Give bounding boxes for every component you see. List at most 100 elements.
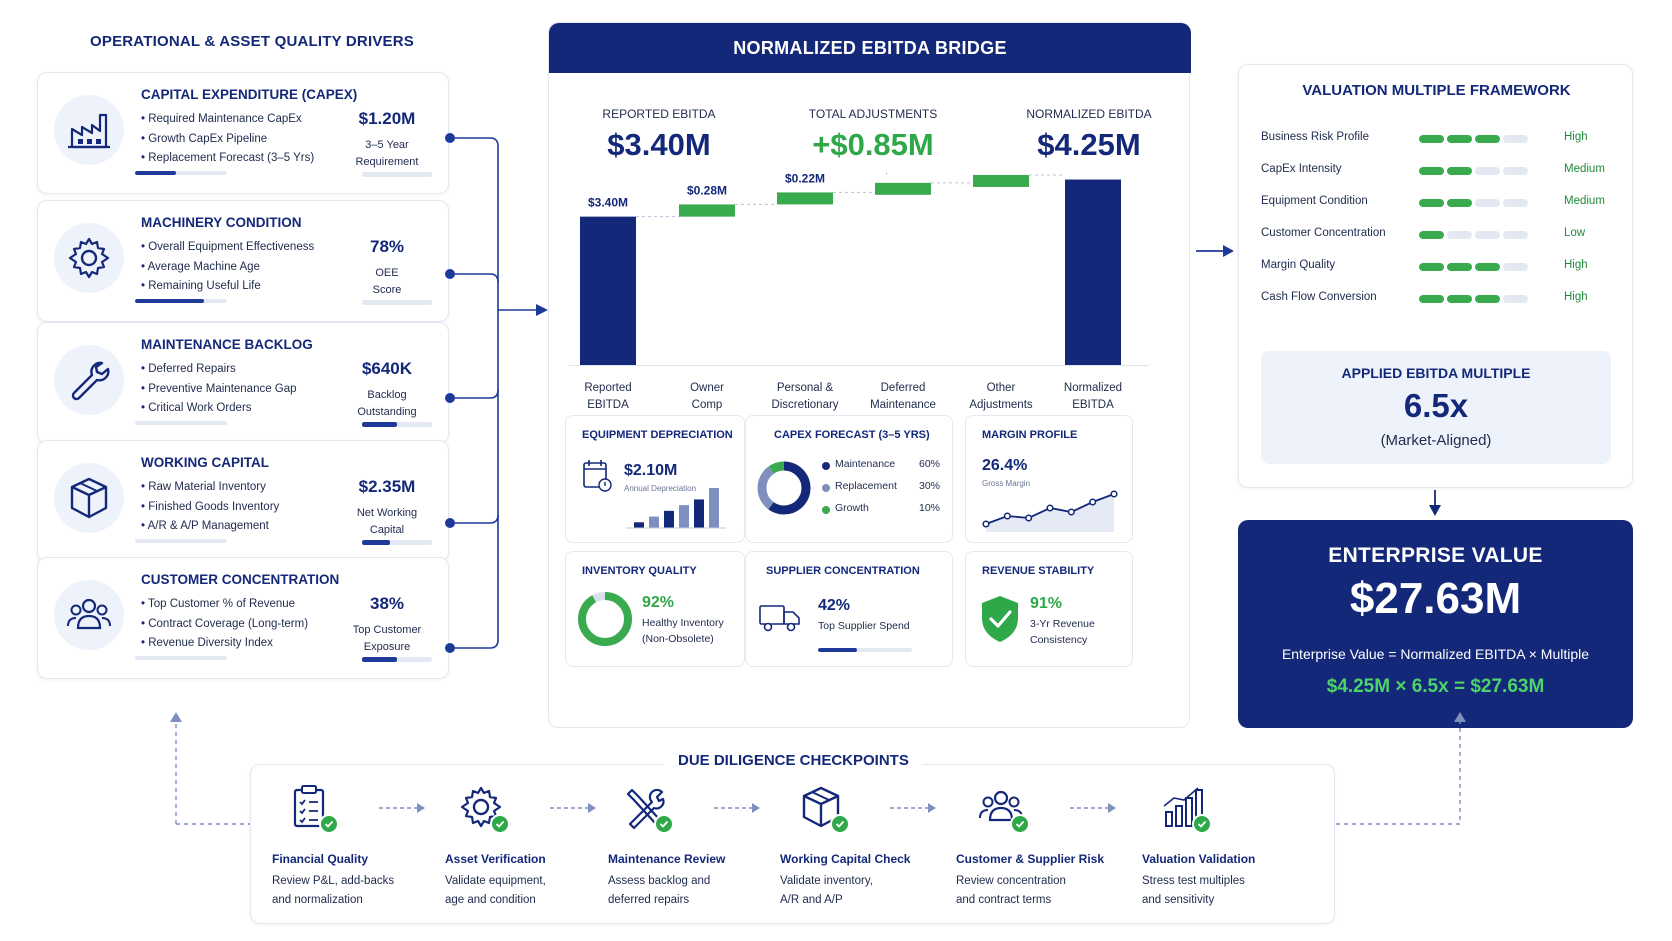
shield-check-icon [982,596,1018,642]
valuation-score-segment [1447,199,1472,207]
supplier-title: SUPPLIER CONCENTRATION [766,565,920,577]
valuation-row-label: Margin Quality [1261,259,1336,271]
truck-icon [759,605,800,632]
driver-caption-line: Outstanding [357,406,417,418]
driver-value-caption: 3–5 Year Requirement [342,137,432,171]
valuation-row-label: Customer Concentration [1261,227,1386,239]
driver-title: CUSTOMER CONCENTRATION [141,572,340,587]
driver-title: MAINTENANCE BACKLOG [141,337,313,352]
margin-point [1025,514,1033,522]
dd-step-desc: Stress test multiples [1142,875,1245,887]
valuation-score-segment [1447,135,1472,143]
depreciation-bars [626,488,726,529]
driver-caption-line: Net Working [356,507,418,519]
dd-step-desc: Review P&L, add-backs [272,875,395,887]
driver-value-progress [362,422,432,427]
valuation-score-segment [1503,231,1528,239]
dd-step-desc: and contract terms [956,894,1052,906]
equip-value: $2.10M [624,462,678,479]
ev-calc: $4.25M × 6.5x = $27.63M [1326,676,1545,697]
valuation-score-segment [1419,295,1444,303]
waterfall-value-label: $0.18M [883,173,923,176]
capex-legend-dot [822,484,830,492]
dd-step-title: Working Capital Check [780,852,911,866]
valuation-score-segment [1447,295,1472,303]
clipboard-icon [287,784,339,834]
waterfall-chart: $3.40M Reported EBITDA $0.28M Owner Comp $0.22… [569,173,1149,411]
capex-donut-slice [757,461,811,515]
depreciation-bar [634,522,644,528]
gear-icon [458,784,510,834]
dd-step-desc: Review concentration [956,875,1066,887]
ev-value: $27.63M [1349,574,1522,623]
applied-multiple-box: APPLIED EBITDA MULTIPLE 6.5x (Market-Ali… [1261,351,1611,464]
capex-legend-name: Replacement [835,480,897,492]
dd-title: DUE DILIGENCE CHECKPOINTS [664,752,923,769]
ev-title: ENTERPRISE VALUE [1328,544,1543,567]
valuation-score-segment [1503,199,1528,207]
dd-step-title: Valuation Validation [1142,852,1256,866]
driver-caption-line: Score [372,284,402,296]
valuation-row-level: Medium [1564,195,1605,207]
depreciation-bar [649,516,659,528]
driver-connectors [445,133,548,653]
driver-value: 38% [369,594,405,613]
dd-connectors [170,712,1466,825]
driver-value-progress [362,540,432,545]
waterfall-category-label: Maintenance [870,399,936,411]
driver-caption-line: Top Customer [352,624,422,636]
dd-step-desc: Validate equipment, [445,875,546,887]
valuation-row-level: High [1564,291,1588,303]
capex-legend-row: Replacement 30% [822,480,942,502]
dd-step-desc: age and condition [445,894,536,906]
waterfall-category-label: Owner [690,382,724,394]
driver-caption-line: Exposure [363,641,411,653]
kpi-reported-value: $3.40M [607,127,711,162]
driver-caption-line: OEE [375,267,399,279]
capex-legend-row: Maintenance 60% [822,458,942,480]
kpi-adjustments-value: +$0.85M [812,127,934,162]
kpi-adjustments-label: TOTAL ADJUSTMENTS [808,107,938,121]
valuation-row-level: Medium [1564,163,1605,175]
driver-value-caption: Top Customer Exposure [342,622,432,656]
driver-caption-line: Backlog [367,389,407,401]
driver-progress-track [135,421,227,425]
driver-value: $640K [361,359,413,378]
check-icon [1192,814,1212,834]
valuation-score-segment [1503,263,1528,271]
ev-formula: Enterprise Value = Normalized EBITDA × M… [1281,646,1590,662]
waterfall-value-label: $0.28M [687,183,727,197]
margin-title: MARGIN PROFILE [982,429,1078,441]
valuation-score-segment [1503,135,1528,143]
dd-step-arrow [890,803,936,813]
box-icon [54,463,124,533]
capex-legend-dot [822,506,830,514]
driver-value: $1.20M [358,109,416,128]
tools-icon [622,784,674,834]
valuation-score-segment [1475,135,1500,143]
driver-progress-track [135,656,227,660]
valuation-row-label: Equipment Condition [1261,195,1368,207]
dd-step-title: Asset Verification [445,852,546,866]
driver-bullet: Finished Goods Inventory [148,500,280,513]
waterfall-category-label: Comp [692,399,723,411]
driver-title: CAPITAL EXPENDITURE (CAPEX) [141,87,358,102]
waterfall-category-label: Personal & [777,382,834,394]
driver-value-caption: Backlog Outstanding [342,387,432,421]
driver-bullet: Required Maintenance CapEx [148,113,302,125]
driver-card: CUSTOMER CONCENTRATION Top Customer % of … [37,557,449,679]
driver-bullet: A/R & A/P Management [147,520,269,532]
revenue-stability-card: REVENUE STABILITY 91% 3-Yr Revenue Consi… [965,551,1133,667]
supplier-concentration-card: SUPPLIER CONCENTRATION 42% Top Supplier … [745,551,953,667]
driver-bullets: Deferred Repairs Preventive Maintenance G… [141,360,296,419]
depreciation-bar [664,510,674,528]
driver-card: MACHINERY CONDITION Overall Equipment Eff… [37,200,449,322]
calendar-icon [583,460,612,492]
valuation-row-label: CapEx Intensity [1261,163,1342,175]
margin-point [1067,508,1075,516]
valuation-score-segment [1419,263,1444,271]
capex-legend-dot [822,462,830,470]
waterfall-category-label: Reported [584,382,631,394]
driver-bullet: Top Customer % of Revenue [148,598,296,610]
valuation-score-segment [1475,199,1500,207]
